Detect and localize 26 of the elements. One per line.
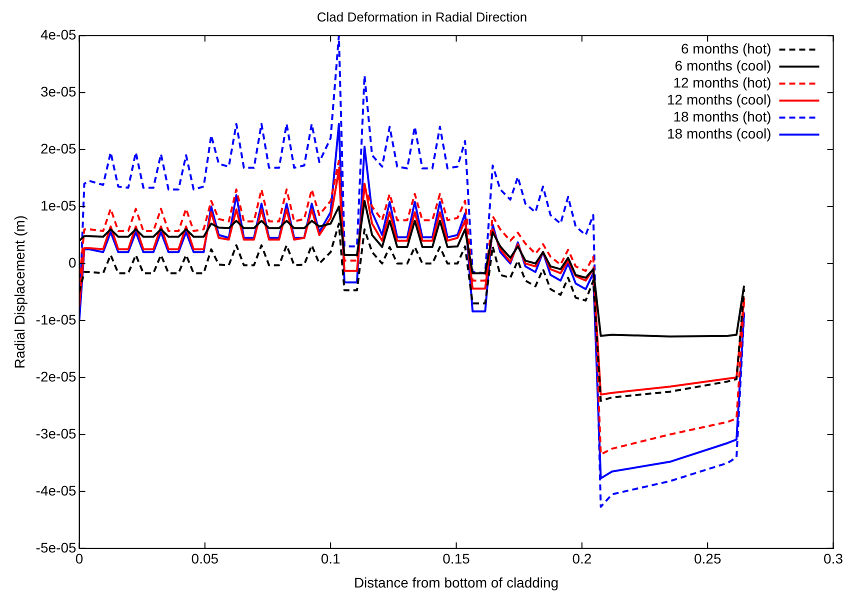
legend-label: 18 months (cool) (666, 125, 772, 142)
x-tick-label: 0.2 (572, 550, 592, 567)
legend-label: 12 months (hot) (673, 74, 772, 90)
y-tick-label: -5e-05 (36, 539, 76, 556)
chart-title: Clad Deformation in Radial Direction (316, 9, 528, 24)
x-tick-label: 0.05 (191, 550, 219, 567)
legend-label: 18 months (hot) (673, 108, 772, 124)
x-tick-label: 0.3 (824, 550, 844, 567)
y-tick-label: -4e-05 (36, 482, 76, 498)
y-tick-label: -2e-05 (36, 368, 76, 384)
y-axis-title: Radial Displacement (m) (11, 215, 28, 369)
x-tick-label: 0.15 (442, 550, 470, 567)
legend-label: 6 months (hot) (681, 40, 772, 56)
x-tick-label: 0.1 (320, 550, 341, 567)
y-tick-label: 1e-05 (40, 197, 76, 214)
y-tick-label: 4e-05 (40, 26, 76, 42)
y-tick-label: 3e-05 (40, 83, 76, 100)
x-tick-label: 0.25 (694, 550, 722, 567)
x-axis-title: Distance from bottom of cladding (354, 574, 559, 590)
line-series (79, 160, 746, 456)
y-tick-label: 2e-05 (40, 140, 76, 156)
legend-label: 12 months (cool) (666, 91, 772, 108)
y-tick-label: -3e-05 (36, 425, 76, 442)
legend-label: 6 months (cool) (674, 57, 772, 74)
y-tick-label: -1e-05 (36, 311, 76, 328)
y-tick-label: 0 (68, 254, 76, 270)
